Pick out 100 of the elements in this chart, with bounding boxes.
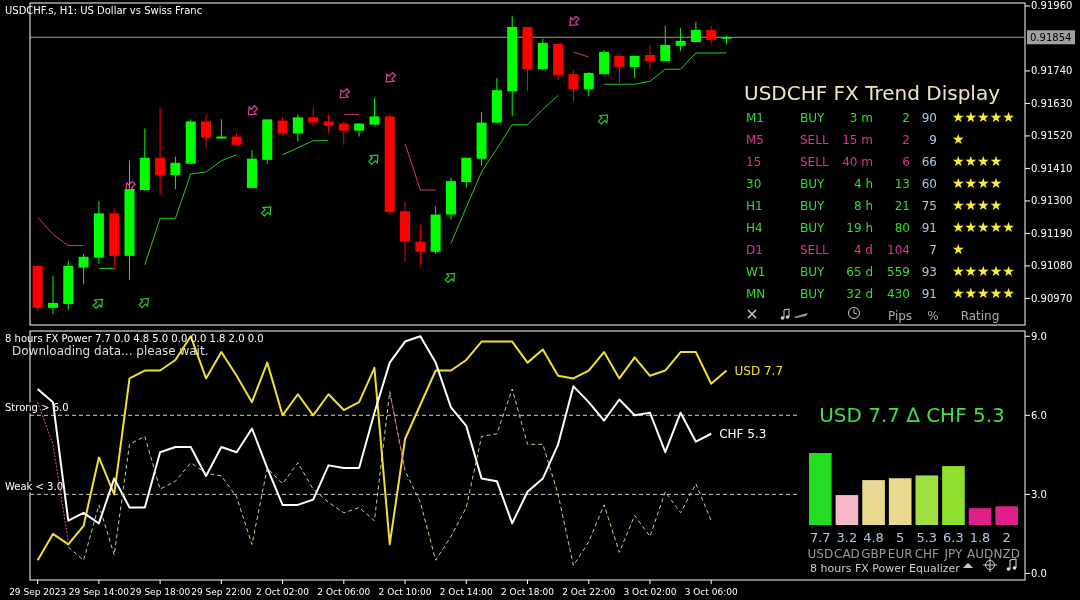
category-label: W1 — [746, 265, 766, 279]
category-label: D1 — [746, 243, 763, 257]
x-tick-label: 29 Sep 2023 — [9, 587, 67, 597]
text: 21 — [894, 199, 910, 213]
text: 75 — [921, 199, 937, 213]
x-tick-label: 2 Oct 14:00 — [439, 587, 494, 597]
category-label: % — [927, 309, 939, 323]
text: ★ — [952, 131, 965, 147]
x-tick-label: 3 Oct 02:00 — [623, 587, 677, 597]
candlestick — [690, 21, 701, 43]
text: BUY — [800, 265, 825, 279]
text: 91 — [921, 221, 937, 235]
text: 430 — [887, 287, 910, 301]
text: ★★★★ — [952, 175, 1003, 191]
bar — [942, 466, 965, 525]
text: 4 h — [853, 177, 873, 191]
y-tick-label: 0.0 — [1031, 567, 1047, 579]
point — [368, 154, 379, 165]
chart-title: USD 7.7 ∆ CHF 5.3 — [819, 403, 1005, 427]
y-tick-label: 3.0 — [1031, 488, 1047, 500]
text: 13 — [894, 177, 910, 191]
text: USDCHF FX Trend Display — [744, 81, 1001, 105]
point — [125, 180, 136, 192]
y-tick-label: 0.91960 — [1031, 0, 1073, 12]
point — [569, 15, 580, 27]
point — [261, 206, 272, 217]
y-tick-label: 0.91740 — [1031, 65, 1073, 77]
data-label: 5.3 — [916, 530, 938, 545]
x-tick-label: JPY — [943, 547, 964, 561]
y-tick-label: 0.91190 — [1031, 227, 1073, 239]
text: ★★★★ — [952, 153, 1003, 169]
ref-line-label: 0.91854 — [1030, 32, 1072, 44]
x-tick-label: GBP — [861, 547, 886, 561]
text: 32 d — [846, 287, 873, 301]
candlestick — [201, 113, 212, 150]
text: 19 h — [846, 221, 873, 235]
series-label: CHF 5.3 — [719, 426, 767, 441]
x-tick-label: AUD — [966, 547, 994, 561]
x-tick-label: 29 Sep 14:00 — [68, 587, 130, 597]
text: 91 — [921, 287, 937, 301]
candlestick — [354, 123, 365, 138]
data-label: 7.7 — [809, 530, 831, 545]
text: 90 — [921, 111, 937, 125]
ref-line-label: Weak < 3.0 — [5, 481, 64, 493]
category-label: M5 — [746, 133, 764, 147]
x-tick-label: 29 Sep 18:00 — [130, 587, 191, 597]
ref-line-label: Strong > 6.0 — [5, 402, 69, 414]
text: 66 — [921, 155, 937, 169]
y-tick-label: 0.91630 — [1031, 97, 1073, 109]
point — [138, 297, 149, 309]
y-tick-label: 0.91520 — [1031, 130, 1073, 142]
y-tick-label: 9.0 — [1031, 330, 1047, 342]
text: BUY — [800, 177, 825, 191]
text: BUY — [800, 287, 825, 301]
candlestick — [338, 120, 349, 146]
text: 2 — [902, 133, 910, 147]
category-label: 15 — [746, 155, 762, 169]
category-label: Pips — [887, 309, 913, 323]
data-label: 4.8 — [863, 530, 884, 545]
x-tick-label: CAD — [834, 547, 860, 561]
candlestick — [277, 116, 288, 137]
category-label: M1 — [746, 111, 764, 125]
x-tick-label: EUR — [887, 547, 913, 561]
bar — [995, 506, 1019, 525]
text: ★ — [952, 241, 965, 257]
series-label: USD 7.7 — [734, 363, 784, 378]
candlestick — [599, 49, 610, 75]
text: 2 — [902, 111, 910, 125]
point — [92, 298, 104, 310]
candlestick — [216, 118, 227, 140]
candlestick — [292, 113, 303, 143]
text: 93 — [921, 265, 937, 279]
x-tick-label: NZD — [993, 547, 1020, 561]
y-tick-label: 6.0 — [1031, 409, 1047, 421]
candlestick — [369, 97, 380, 126]
x-tick-label: 2 Oct 18:00 — [501, 587, 555, 597]
bar — [808, 453, 832, 525]
point — [597, 114, 609, 125]
y-tick-label: 0.91410 — [1031, 162, 1073, 174]
data-label: 3.2 — [836, 530, 858, 545]
candlestick — [78, 253, 89, 285]
text: BUY — [800, 111, 825, 125]
text: 60 — [921, 177, 937, 191]
x-tick-label: 29 Sep 22:00 — [191, 587, 252, 597]
candlestick — [323, 113, 334, 134]
text: 559 — [887, 265, 910, 279]
text: 15 m — [842, 133, 873, 147]
candlestick — [47, 275, 58, 315]
category-label: H1 — [746, 199, 763, 213]
candlestick — [583, 71, 594, 97]
text: 9 — [929, 133, 937, 147]
text: 3 m — [849, 111, 873, 125]
x-tick-label: 3 Oct 06:00 — [684, 587, 738, 597]
text: 65 d — [846, 265, 873, 279]
text: 6 — [902, 155, 910, 169]
candlestick — [706, 25, 717, 45]
bar — [835, 495, 859, 525]
text: ★★★★★ — [952, 109, 1015, 125]
line-series — [67, 388, 712, 567]
text: 4 d — [853, 243, 873, 257]
